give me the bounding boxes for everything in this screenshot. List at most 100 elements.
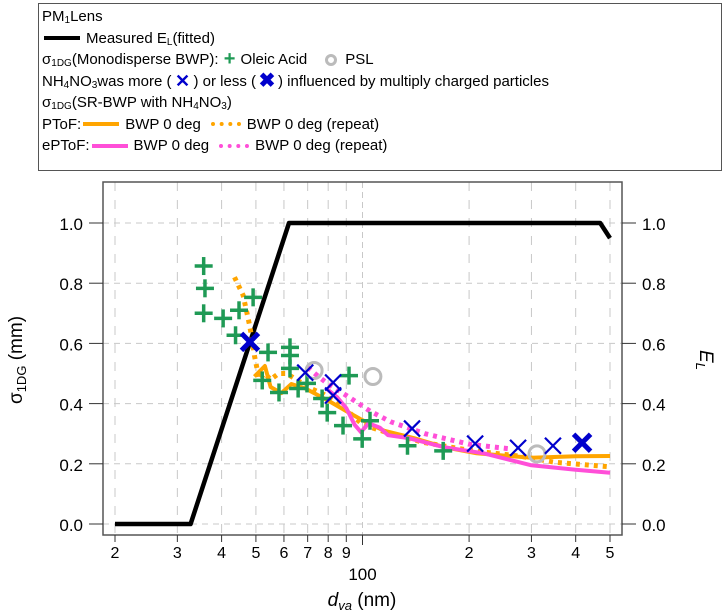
ptof-solid-swatch: [83, 122, 120, 127]
series-markers: [194, 257, 593, 464]
sr-sub2: 4: [193, 101, 199, 112]
sr-text3: ): [226, 94, 232, 111]
legend-entry-sr-bwp: σ 1DG (SR-BWP with NH 4 NO 3): [42, 92, 721, 114]
series-line-eptof-bwp-0-deg-repeat: [306, 365, 510, 452]
bold-x-marker-icon: ✖: [258, 69, 276, 92]
data-point-nh4no3-less-influenced: [239, 331, 261, 353]
y2-tick-label: 0.2: [642, 456, 666, 475]
eptof-bwp-repeat-label: BWP 0 deg (repeat): [255, 137, 388, 154]
x-tick-label: 4: [571, 545, 580, 562]
mono-sigma: σ: [42, 51, 52, 68]
data-point-oleic-acid: [353, 429, 372, 448]
series-line-ptof-bwp-0-deg-repeat: [232, 276, 611, 470]
data-point-oleic-acid: [230, 301, 249, 320]
sr-sigma-sub: 1DG: [51, 101, 72, 112]
data-point-oleic-acid: [340, 366, 359, 385]
data-point-psl: [527, 444, 547, 464]
eptof-solid-swatch: [91, 143, 128, 148]
eptof-dotted-swatch: [219, 143, 250, 148]
legend-title: PM 1 Lens: [42, 6, 721, 28]
legend-entry-eptof: ePToF: BWP 0 deg BWP 0 deg (repeat): [42, 135, 721, 157]
measured-label-sub: L: [166, 36, 173, 48]
legend-title-sub: 1: [64, 15, 71, 26]
grid: [103, 182, 622, 535]
plus-marker-icon: +: [223, 48, 236, 70]
data-point-psl: [363, 367, 383, 387]
measured-label: Measured E: [86, 29, 167, 47]
x-tick-label: 3: [173, 545, 182, 562]
x-tick-label: 6: [279, 545, 288, 562]
data-point-nh4no3-more-influenced: [509, 439, 527, 457]
nh4-text: NH: [42, 72, 64, 90]
ptof-bwp-repeat-label: BWP 0 deg (repeat): [246, 115, 380, 133]
y-tick-label: 0.4: [59, 396, 83, 415]
nh4-sub2: 3: [91, 79, 98, 91]
legend-entry-nh4no3: NH 4 NO 3 was more ( ✕ ) or less ( ✖ ) infl…: [42, 69, 721, 93]
data-point-oleic-acid: [398, 436, 417, 455]
sr-text: (SR-BWP with NH: [71, 94, 194, 111]
data-point-oleic-acid: [269, 383, 288, 402]
x-tick-label: 3: [527, 545, 536, 562]
series-line-ptof-bwp-0-deg: [252, 364, 611, 460]
x-tick-label: 2: [111, 545, 120, 562]
axes: 2 3 4 5 6 7 8 9 100 2 3 4 5 0.0 0.0 0.2 0.2 0.4 0.4 0.6 0.6 0…: [59, 215, 665, 584]
data-point-oleic-acid: [195, 279, 214, 298]
nh4-mid: NO: [69, 72, 92, 90]
data-point-nh4no3-more-influenced: [324, 373, 342, 392]
ptof-dotted-swatch: [210, 122, 241, 127]
x-tick-label: 4: [217, 545, 226, 562]
circle-marker-icon: [325, 53, 338, 66]
legend-entry-monodisperse: σ 1DG (Monodisperse BWP): + Oleic Acid PS…: [42, 48, 721, 71]
eptof-label: ePToF:: [42, 137, 90, 154]
mono-sigma-sub: 1DG: [51, 58, 72, 69]
oleic-label: Oleic Acid: [240, 51, 308, 68]
y-tick-label: 1.0: [59, 215, 83, 234]
measured-label-rest: (fitted): [172, 29, 215, 47]
data-point-oleic-acid: [194, 257, 213, 276]
x-tick-label: 100: [348, 565, 376, 584]
legend-title-text: PM: [42, 8, 65, 25]
data-point-nh4no3-more-influenced: [403, 419, 421, 438]
y2-tick-label: 1.0: [642, 215, 666, 234]
sr-sub3: 3: [221, 101, 227, 112]
y-tick-label: 0.8: [59, 275, 83, 294]
nh4-text2: ) or less (: [193, 72, 256, 90]
y-axis-left-label: σ1DG (mm): [6, 316, 29, 404]
x-marker-icon: ✕: [174, 70, 191, 91]
data-point-oleic-acid: [253, 371, 272, 390]
legend-entry-ptof: PToF: BWP 0 deg BWP 0 deg (repeat): [42, 114, 721, 136]
nh4-text3: ) influenced by multiply charged particl…: [278, 72, 549, 90]
data-point-nh4no3-more-influenced: [324, 386, 342, 405]
ptof-label: PToF:: [42, 115, 82, 133]
y2-tick-label: 0.0: [642, 516, 666, 535]
x-tick-label: 5: [606, 545, 615, 562]
data-point-nh4no3-more-influenced: [296, 363, 314, 382]
data-point-oleic-acid: [214, 309, 233, 328]
y-tick-label: 0.2: [59, 456, 83, 475]
x-tick-label: 5: [251, 545, 260, 562]
data-point-oleic-acid: [361, 411, 380, 430]
y2-tick-label: 0.4: [642, 396, 666, 415]
series-line-measured-e-l-fitted: [115, 220, 612, 527]
data-point-oleic-acid: [280, 359, 299, 378]
x-axis-label: dva (nm): [328, 590, 397, 612]
data-point-oleic-acid: [194, 304, 213, 323]
y2-tick-label: 0.6: [642, 335, 666, 354]
series-line-eptof-bwp-0-deg: [325, 386, 611, 475]
data-point-nh4no3-more-influenced: [544, 436, 562, 455]
x-tick-label: 2: [465, 545, 474, 562]
nh4-sub1: 4: [63, 79, 70, 91]
x-tick-label: 7: [303, 545, 312, 562]
y-tick-label: 0.0: [59, 516, 83, 535]
y-axis-right-label: EL: [693, 350, 716, 370]
nh4-text1: was more (: [97, 72, 172, 90]
data-point-oleic-acid: [297, 374, 316, 393]
ptof-bwp-label: BWP 0 deg: [125, 115, 201, 133]
data-point-oleic-acid: [259, 343, 278, 362]
y-tick-label: 0.6: [59, 335, 83, 354]
legend-title-rest: Lens: [70, 8, 103, 25]
x-tick-label: 9: [342, 545, 351, 562]
data-point-oleic-acid: [334, 416, 353, 435]
